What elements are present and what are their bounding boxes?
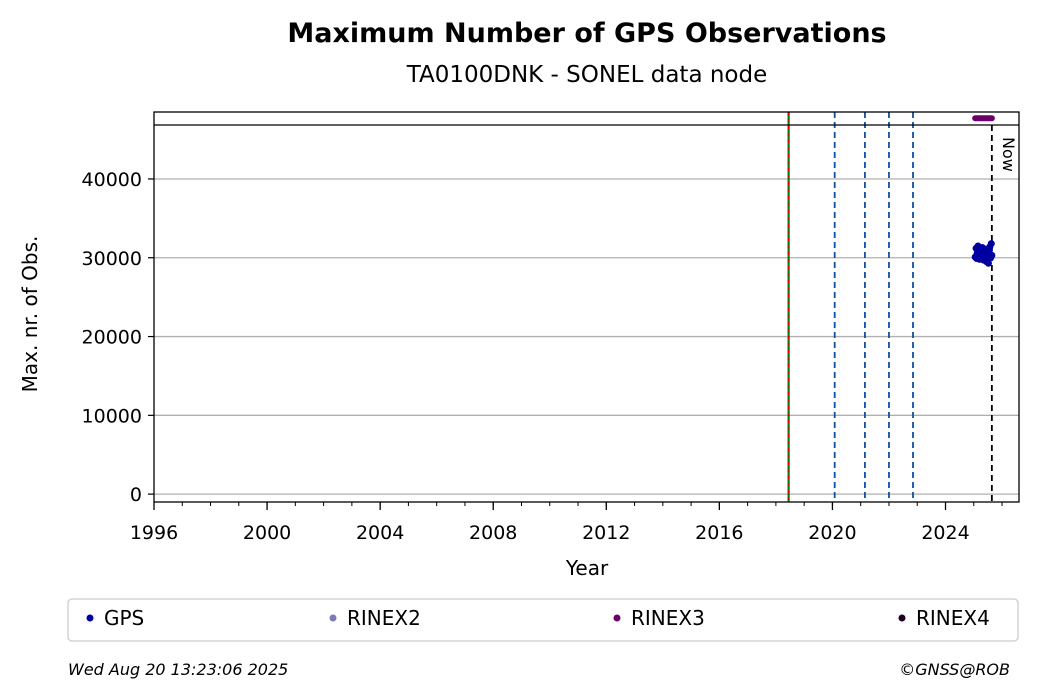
y-tick-label: 40000 [82,169,142,191]
x-tick-label: 1996 [130,522,178,544]
chart-subtitle: TA0100DNK - SONEL data node [406,62,768,88]
gps-data-point [984,259,992,267]
legend-label-rinex4: RINEX4 [916,606,990,630]
x-tick-label: 2000 [243,522,291,544]
legend: GPS RINEX2 RINEX3 RINEX4 [86,606,990,630]
legend-label-rinex3: RINEX3 [631,606,705,630]
x-tick-label: 2024 [921,522,969,544]
now-label: Now [999,137,1018,172]
legend-label-rinex2: RINEX2 [347,606,421,630]
x-tick-label: 2012 [582,522,630,544]
chart-title: Maximum Number of GPS Observations [287,18,886,49]
legend-marker-rinex4 [898,614,906,622]
legend-box [67,598,1019,642]
y-axis-label: Max. nr. of Obs. [18,236,42,393]
y-tick-label: 20000 [82,327,142,349]
legend-marker-gps [86,614,94,622]
x-tick-label: 2016 [695,522,743,544]
plot-frame [153,111,1020,503]
y-tick-label: 0 [130,484,142,506]
legend-marker-rinex2 [329,614,337,622]
gps-data-point [987,240,995,248]
gps-data-point [988,251,996,259]
legend-label-gps: GPS [104,606,144,630]
legend-marker-rinex3 [613,614,621,622]
grid-lines [154,178,1019,495]
x-tick-label: 2004 [356,522,404,544]
event-lines [787,112,993,502]
x-tick-label: 2020 [808,522,856,544]
x-tick-label: 2008 [469,522,517,544]
data-points [971,115,996,267]
y-tick-label: 10000 [82,405,142,427]
footer-copyright: ©GNSS@ROB [899,660,1010,679]
y-axis: 0 10000 20000 30000 40000 [82,169,154,506]
x-axis-label: Year [565,556,609,580]
x-axis: 1996 2000 2004 2008 2012 2016 2020 2024 [130,502,1003,544]
y-tick-label: 30000 [82,248,142,270]
footer-timestamp: Wed Aug 20 13:23:06 2025 [68,660,288,679]
